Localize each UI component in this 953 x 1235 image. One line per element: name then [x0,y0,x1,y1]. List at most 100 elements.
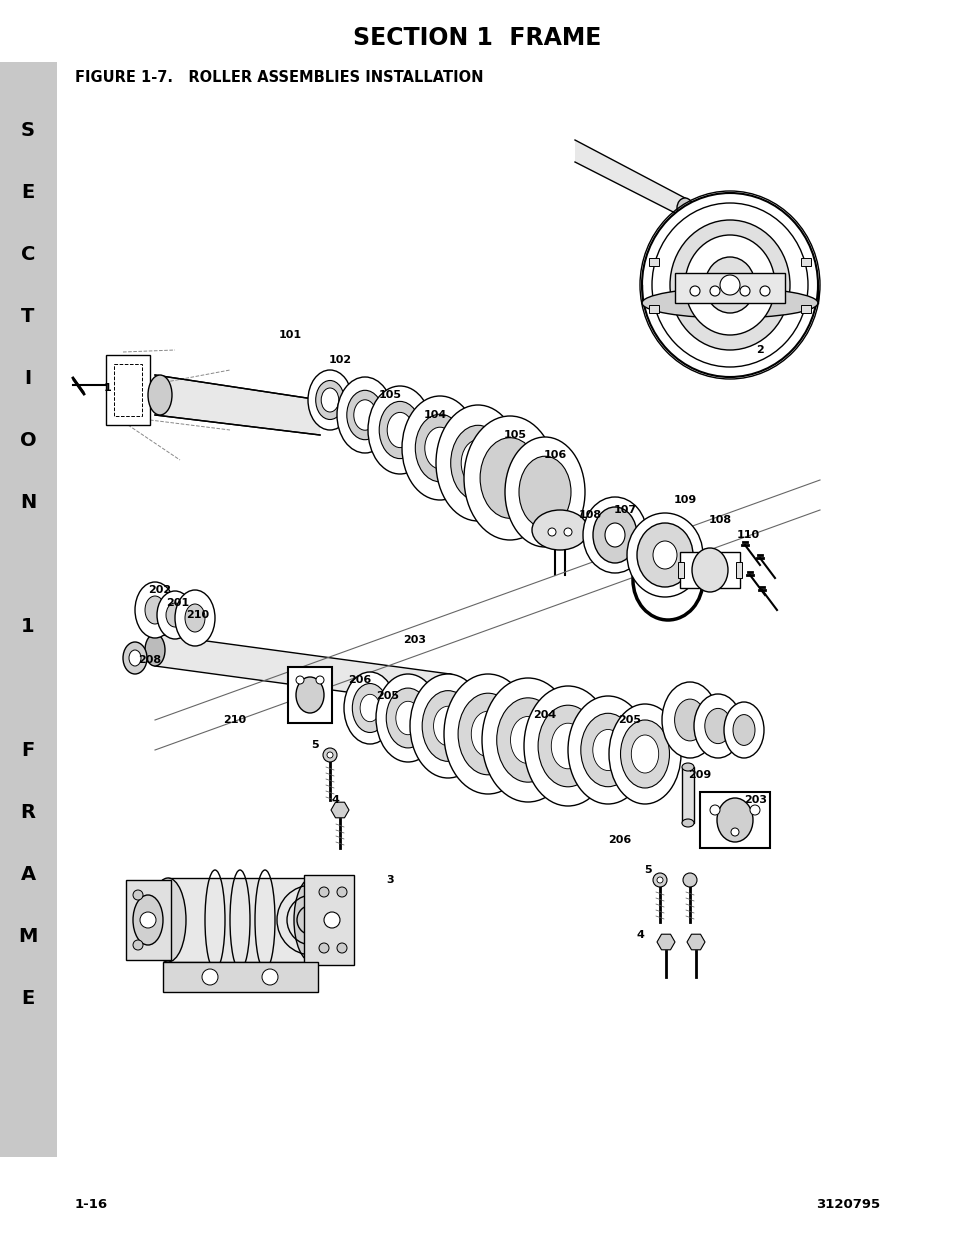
Circle shape [202,969,218,986]
Ellipse shape [436,405,519,521]
Text: 110: 110 [736,530,759,540]
Ellipse shape [567,697,647,804]
Text: 101: 101 [278,330,301,340]
Text: 203: 203 [743,795,767,805]
Ellipse shape [471,711,504,757]
Ellipse shape [352,683,387,732]
Ellipse shape [677,198,692,219]
Text: E: E [21,988,34,1008]
Ellipse shape [375,674,439,762]
Polygon shape [154,634,450,706]
Ellipse shape [717,798,752,842]
Ellipse shape [150,878,186,962]
Ellipse shape [123,642,147,674]
Text: 106: 106 [543,450,566,459]
Ellipse shape [641,288,817,317]
Ellipse shape [604,522,624,547]
Ellipse shape [497,698,558,782]
Text: 202: 202 [149,585,172,595]
Text: SECTION 1  FRAME: SECTION 1 FRAME [353,26,600,49]
Ellipse shape [669,220,789,350]
Text: 206: 206 [348,676,372,685]
Ellipse shape [518,456,571,527]
Ellipse shape [732,715,754,746]
Text: N: N [20,493,36,511]
Ellipse shape [593,508,637,563]
Ellipse shape [308,370,352,430]
Circle shape [760,287,769,296]
Circle shape [295,676,304,684]
Ellipse shape [504,437,584,547]
Bar [700,792,769,848]
Ellipse shape [652,541,677,569]
Bar [801,305,810,312]
Text: 208: 208 [138,655,161,664]
Text: 105: 105 [503,430,526,440]
Text: 5: 5 [311,740,318,750]
Circle shape [740,287,749,296]
Ellipse shape [410,674,485,778]
Ellipse shape [704,257,754,312]
Circle shape [749,805,760,815]
Ellipse shape [401,396,477,500]
Ellipse shape [532,510,587,550]
Ellipse shape [443,674,532,794]
Circle shape [682,873,697,887]
Text: 1-16: 1-16 [75,1198,108,1212]
Ellipse shape [347,390,383,440]
Ellipse shape [439,674,459,706]
Polygon shape [331,803,349,818]
Circle shape [652,873,666,887]
Circle shape [563,529,572,536]
Ellipse shape [463,416,556,540]
Circle shape [306,914,317,926]
Polygon shape [657,934,675,950]
Ellipse shape [580,714,635,787]
Ellipse shape [129,650,141,666]
Ellipse shape [457,693,517,774]
Ellipse shape [619,720,669,788]
Text: E: E [21,183,34,201]
Text: 105: 105 [378,390,401,400]
Text: M: M [18,926,38,946]
Polygon shape [686,934,704,950]
Circle shape [262,969,277,986]
Text: T: T [21,306,34,326]
Ellipse shape [481,678,574,802]
Bar [106,354,150,425]
Bar [113,364,142,416]
Ellipse shape [135,582,174,638]
Ellipse shape [387,412,413,447]
Bar [288,667,332,722]
Ellipse shape [681,819,693,827]
Circle shape [318,944,329,953]
Polygon shape [168,878,312,962]
Ellipse shape [321,388,338,412]
Ellipse shape [460,440,495,487]
Circle shape [709,805,720,815]
Ellipse shape [608,704,680,804]
Text: 108: 108 [578,510,601,520]
Text: 210: 210 [223,715,246,725]
Text: F: F [21,741,34,760]
Text: 3: 3 [386,876,394,885]
Circle shape [709,287,720,296]
Bar [681,767,693,823]
Bar [126,881,171,960]
Ellipse shape [386,688,429,748]
Ellipse shape [723,701,763,758]
Text: 108: 108 [708,515,731,525]
Ellipse shape [294,878,330,962]
Ellipse shape [295,677,324,713]
Text: 203: 203 [403,635,426,645]
Text: 107: 107 [613,505,636,515]
Ellipse shape [537,705,598,787]
Text: 204: 204 [533,710,556,720]
Text: 109: 109 [673,495,696,505]
Ellipse shape [368,387,432,474]
Polygon shape [154,375,319,435]
Ellipse shape [641,193,817,377]
Ellipse shape [395,701,419,735]
Ellipse shape [145,597,165,624]
Ellipse shape [424,427,455,469]
